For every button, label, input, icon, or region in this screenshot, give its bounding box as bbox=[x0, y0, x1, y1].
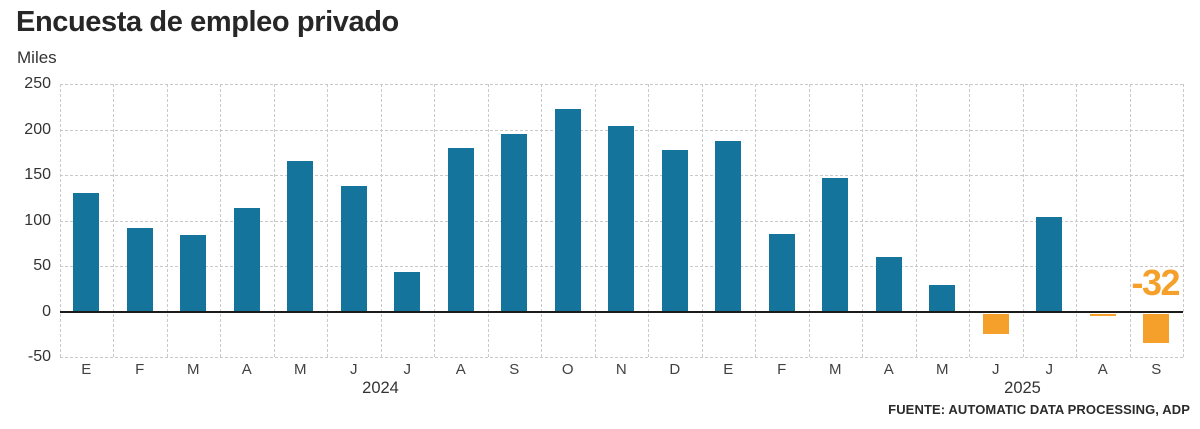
bar-M-2 bbox=[180, 235, 207, 312]
bar-A-3 bbox=[233, 207, 260, 312]
year-label-2024: 2024 bbox=[362, 379, 399, 397]
x-axis-label-17: J bbox=[992, 361, 1000, 378]
bar-S-8 bbox=[501, 134, 528, 312]
x-axis-label-20: S bbox=[1151, 361, 1162, 378]
bar-J-6 bbox=[394, 272, 421, 312]
gridline-v-11 bbox=[648, 84, 649, 357]
gridline-v-21 bbox=[1183, 84, 1184, 357]
x-axis-label-4: M bbox=[294, 361, 307, 378]
x-axis-label-12: E bbox=[723, 361, 734, 378]
gridline-v-1 bbox=[113, 84, 114, 357]
gridline-v-17 bbox=[969, 84, 970, 357]
x-axis-label-19: A bbox=[1097, 361, 1108, 378]
y-axis-tick-250: 250 bbox=[24, 75, 51, 92]
gridline-v-5 bbox=[327, 84, 328, 357]
x-axis-label-2: M bbox=[187, 361, 200, 378]
x-axis-label-18: J bbox=[1045, 361, 1054, 378]
gridline-v-14 bbox=[808, 84, 810, 357]
bar-M-14 bbox=[822, 177, 849, 312]
gridline-h-250 bbox=[59, 84, 1183, 85]
gridline-v-10 bbox=[594, 84, 596, 357]
bar-J-5 bbox=[340, 185, 367, 312]
x-axis-label-11: D bbox=[669, 361, 681, 378]
bar-D-11 bbox=[661, 150, 688, 312]
x-axis-label-1: F bbox=[135, 361, 145, 378]
y-axis-tick-200: 200 bbox=[24, 120, 51, 138]
source-note: FUENTE: AUTOMATIC DATA PROCESSING, ADP bbox=[888, 402, 1190, 417]
y-axis-tick--50: -50 bbox=[27, 348, 51, 365]
x-axis-label-16: M bbox=[936, 361, 949, 378]
bar-A-19 bbox=[1089, 313, 1116, 317]
x-axis-label-13: F bbox=[777, 361, 787, 378]
y-axis-tick-50: 50 bbox=[33, 257, 51, 274]
gridline-v-6 bbox=[380, 84, 382, 357]
bar-J-18 bbox=[1036, 216, 1063, 312]
x-axis-label-14: M bbox=[829, 361, 842, 378]
x-axis-label-3: A bbox=[241, 361, 252, 378]
bar-N-10 bbox=[608, 125, 635, 312]
bar-O-9 bbox=[554, 109, 581, 312]
bar-J-17 bbox=[982, 313, 1009, 335]
y-axis-tick-0: 0 bbox=[42, 302, 51, 320]
gridline-v-7 bbox=[434, 84, 435, 357]
gridline-v-13 bbox=[755, 84, 756, 357]
gridline-v-12 bbox=[701, 84, 703, 357]
x-axis-label-6: J bbox=[403, 361, 412, 378]
gridline-v-0 bbox=[59, 84, 61, 357]
gridline-v-3 bbox=[220, 84, 221, 357]
gridline-v-8 bbox=[487, 84, 489, 357]
gridline-v-15 bbox=[862, 84, 863, 357]
value-annotation: -32 bbox=[1131, 262, 1180, 303]
gridline-v-9 bbox=[541, 84, 542, 357]
gridline-v-18 bbox=[1022, 84, 1024, 357]
gridline-v-2 bbox=[166, 84, 168, 357]
gridline-v-16 bbox=[915, 84, 917, 357]
gridline-h--50 bbox=[59, 357, 1183, 358]
gridline-v-4 bbox=[273, 84, 275, 357]
bar-A-15 bbox=[875, 256, 902, 312]
x-axis-label-0: E bbox=[81, 361, 92, 378]
x-axis-label-7: A bbox=[455, 361, 466, 378]
chart-title: Encuesta de empleo privado bbox=[16, 6, 399, 38]
x-axis-label-10: N bbox=[615, 361, 627, 378]
x-axis-label-5: J bbox=[350, 361, 358, 378]
bar-F-13 bbox=[768, 234, 795, 312]
y-axis-tick-100: 100 bbox=[24, 211, 51, 229]
bar-E-0 bbox=[73, 193, 100, 312]
gridline-v-19 bbox=[1076, 84, 1077, 357]
bar-A-7 bbox=[447, 147, 474, 312]
bar-M-16 bbox=[929, 285, 956, 312]
gridline-v-20 bbox=[1129, 84, 1131, 357]
bar-M-4 bbox=[287, 161, 314, 312]
bar-S-20 bbox=[1143, 313, 1170, 343]
x-axis-label-9: O bbox=[561, 361, 574, 378]
x-axis-label-8: S bbox=[509, 361, 520, 378]
x-axis-label-15: A bbox=[883, 361, 894, 378]
year-label-2025: 2025 bbox=[1004, 379, 1041, 397]
zero-baseline bbox=[59, 311, 1183, 313]
y-axis-tick-150: 150 bbox=[24, 166, 51, 183]
bar-F-1 bbox=[126, 227, 153, 312]
bar-E-12 bbox=[715, 141, 742, 312]
chart-subtitle: Miles bbox=[17, 48, 57, 67]
